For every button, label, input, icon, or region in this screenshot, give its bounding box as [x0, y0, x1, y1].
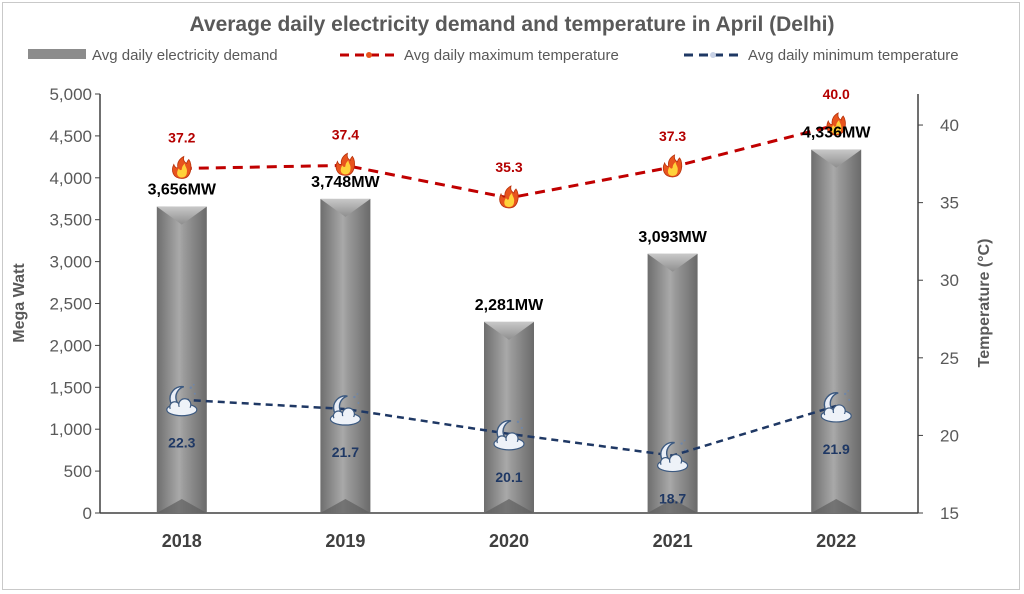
legend-bar-swatch: [28, 49, 86, 59]
x-axis-ticks: 2018 2019 2020 2021 2022: [162, 531, 856, 551]
y-tick-label: 2,500: [49, 295, 92, 314]
max-temp-labels: 37.2 37.4 35.3 37.3 40.0: [168, 86, 850, 175]
x-tick-label: 2018: [162, 531, 202, 551]
y2-tick-label: 40: [940, 116, 959, 135]
bar: [320, 198, 371, 513]
y-tick-label: 3,000: [49, 253, 92, 272]
y2-axis-ticks: 15 20 25 30 35 40: [940, 116, 959, 523]
y-tick-label: 0: [83, 504, 92, 523]
bar-cap: [156, 206, 207, 225]
fire-icon: [499, 185, 519, 209]
bar-base: [320, 499, 371, 513]
bar-cap: [484, 321, 534, 340]
bar-value-label: 3,093MW: [638, 229, 707, 246]
y-tick-label: 3,500: [49, 211, 92, 230]
min-temp-label: 20.1: [495, 469, 522, 485]
max-temp-label: 40.0: [823, 86, 850, 102]
y2-tick-label: 20: [940, 426, 959, 445]
bar-body: [484, 321, 534, 513]
legend-max-marker: [366, 52, 372, 58]
bar: [484, 321, 534, 513]
min-temp-labels: 22.3 21.7 20.1 18.7 21.9: [168, 435, 850, 507]
max-temp-label: 37.2: [168, 129, 195, 145]
bar-cap: [647, 253, 698, 272]
min-temp-label: 22.3: [168, 435, 195, 451]
bar-base: [811, 499, 862, 513]
fire-icon: [171, 155, 192, 179]
bar-base: [156, 499, 207, 513]
y2-tick-label: 30: [940, 271, 959, 290]
x-tick-label: 2020: [489, 531, 529, 551]
y-tick-label: 1,000: [49, 420, 92, 439]
bar-cap: [320, 198, 371, 217]
bar-base: [647, 499, 698, 513]
legend-min-marker: [710, 52, 716, 58]
legend-demand-label: Avg daily electricity demand: [92, 47, 278, 64]
bar-labels: 3,656MW 3,748MW 2,281MW 3,093MW 4,336MW: [148, 125, 872, 314]
y2-tick-label: 15: [940, 504, 959, 523]
bar: [156, 206, 207, 513]
legend-max-label: Avg daily maximum temperature: [404, 47, 619, 64]
y-tick-label: 1,500: [49, 378, 92, 397]
bar-body: [811, 149, 862, 514]
y2-tick-label: 35: [940, 194, 959, 213]
y2-axis-title: Temperature (°C): [976, 239, 993, 368]
min-temp-label: 21.7: [332, 444, 359, 460]
bar-body: [320, 198, 371, 513]
fire-icon: [662, 154, 683, 178]
y-axis-title: Mega Watt: [11, 263, 28, 343]
chart-title: Average daily electricity demand and tem…: [190, 13, 835, 36]
bar-body: [156, 206, 207, 513]
bar-base: [484, 499, 534, 513]
max-temp-label: 37.4: [332, 126, 359, 142]
fire-icon: [335, 152, 356, 176]
y-tick-label: 2,000: [49, 336, 92, 355]
x-tick-label: 2022: [816, 531, 856, 551]
y2-tick-label: 25: [940, 349, 959, 368]
bar-value-label: 3,748MW: [311, 174, 380, 191]
bar-cap: [811, 149, 862, 168]
y-tick-label: 500: [64, 462, 92, 481]
min-temp-label: 18.7: [659, 491, 686, 507]
y-tick-label: 4,000: [49, 169, 92, 188]
max-temp-label: 37.3: [659, 128, 686, 144]
min-temp-label: 21.9: [823, 441, 850, 457]
y-axis-ticks: 0 500 1,000 1,500 2,000 2,500 3,000 3,50…: [49, 85, 92, 523]
bar-body: [647, 253, 698, 514]
x-tick-label: 2019: [325, 531, 365, 551]
bar-value-label: 4,336MW: [802, 125, 871, 142]
bar: [811, 149, 862, 514]
bar-value-label: 2,281MW: [475, 297, 544, 314]
legend-min-label: Avg daily minimum temperature: [748, 47, 959, 64]
y-tick-label: 5,000: [49, 85, 92, 104]
max-temp-label: 35.3: [495, 159, 522, 175]
y-tick-label: 4,500: [49, 127, 92, 146]
bar: [647, 253, 698, 514]
bar-value-label: 3,656MW: [148, 182, 217, 199]
legend: Avg daily electricity demand Avg daily m…: [28, 47, 959, 64]
x-tick-label: 2021: [653, 531, 693, 551]
